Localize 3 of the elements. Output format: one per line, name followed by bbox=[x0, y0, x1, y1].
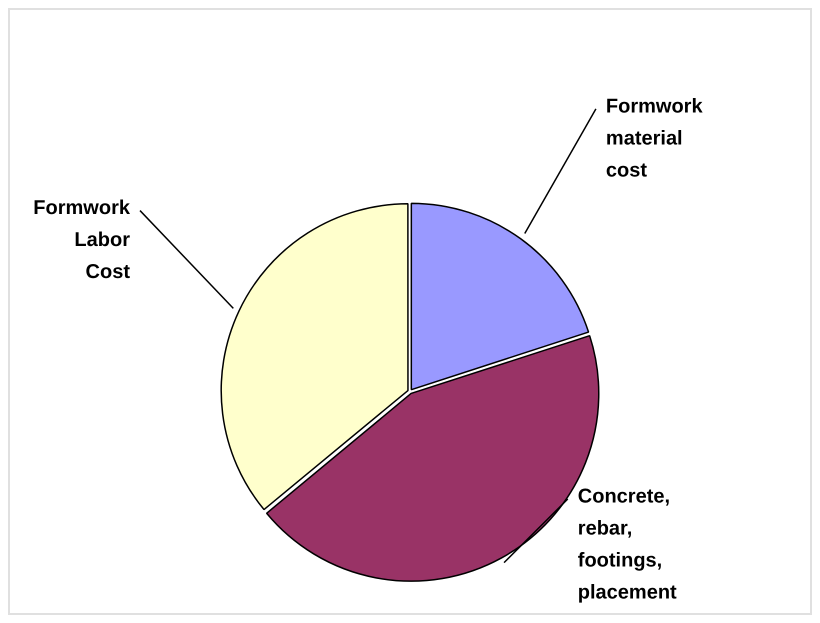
slice-label: Formwork Labor Cost bbox=[33, 197, 131, 284]
slice-label: Concrete, rebar, footings, placement bbox=[578, 486, 678, 604]
slice-label: Formwork material cost bbox=[606, 95, 704, 182]
